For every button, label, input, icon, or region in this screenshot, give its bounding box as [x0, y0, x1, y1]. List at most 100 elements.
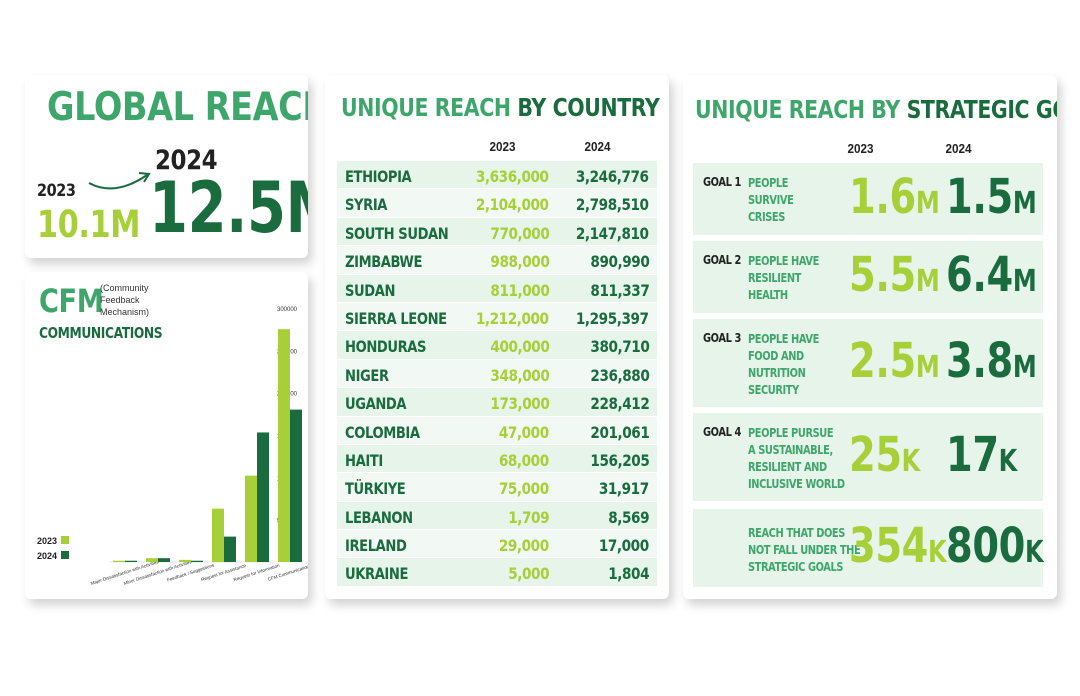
goal-description-line: STRATEGIC GOALS	[748, 560, 844, 574]
goal-value-2024: 800K	[946, 518, 1044, 574]
goal-value-2023-unit: M	[915, 264, 940, 299]
goal-label: GOAL 3	[703, 331, 741, 345]
country-value-2024: 156,205	[590, 450, 649, 470]
goal-title-part-a: UNIQUE REACH BY	[695, 95, 907, 124]
bar-2023	[245, 475, 257, 562]
table-row: LEBANON 1,709 8,569	[337, 501, 657, 531]
country-value-2024: 17,000	[599, 536, 649, 556]
global-reach-year-2024: 2024	[155, 145, 218, 176]
bar-2024	[158, 558, 170, 562]
cfm-subtitle: (Community Feedback Mechanism)	[100, 283, 150, 317]
strategic-goal-card: UNIQUE REACH BY STRATEGIC GOAL 2023 2024…	[683, 75, 1057, 599]
country-value-2024: 3,246,776	[576, 167, 649, 186]
goal-value-2023-unit: K	[901, 444, 921, 479]
goal-label: GOAL 1	[703, 175, 741, 189]
goal-value-2024-number: 800	[946, 518, 1025, 574]
goal-value-2023-number: 1.6	[849, 169, 916, 225]
goal-description: PEOPLE HAVE FOOD AND NUTRITION SECURITY	[748, 331, 819, 399]
legend-swatch	[61, 551, 69, 559]
goal-label: GOAL 2	[703, 253, 741, 267]
country-value-2024: 201,061	[590, 422, 649, 442]
bar-2023	[212, 508, 224, 562]
country-value-2024: 890,990	[590, 252, 649, 272]
country-card: UNIQUE REACH BY COUNTRY 2023 2024 ETHIOP…	[325, 75, 669, 599]
goal-value-2023-unit: M	[915, 186, 940, 221]
legend-label: 2024	[37, 551, 57, 561]
table-row: UKRAINE 5,000 1,804	[337, 558, 657, 587]
country-col-2023: 2023	[489, 139, 516, 154]
country-value-2023: 3,636,000	[476, 167, 549, 186]
country-name: UGANDA	[345, 394, 407, 414]
goal-value-2024-unit: M	[1012, 186, 1037, 221]
legend-label: 2023	[37, 536, 57, 546]
country-value-2023: 2,104,000	[476, 195, 549, 215]
goal-value-2023: 25K	[849, 427, 920, 483]
country-value-2023: 75,000	[499, 479, 549, 499]
global-reach-card: GLOBAL REACH 2023 10.1M 2024 12.5M	[25, 75, 308, 258]
country-title-part-b: BY COUNTRY	[517, 93, 660, 122]
country-name: TÜRKIYE	[345, 479, 406, 499]
country-value-2023: 47,000	[499, 422, 549, 442]
country-table: ETHIOPIA 3,636,000 3,246,776 SYRIA 2,104,000…	[337, 161, 657, 587]
goal-description: PEOPLE HAVE RESILIENT HEALTH	[748, 253, 819, 304]
country-value-2024: 8,569	[608, 507, 649, 527]
bar-2024	[257, 432, 269, 562]
cfm-title: CFM	[39, 282, 104, 320]
country-name: SOUTH SUDAN	[345, 223, 449, 243]
country-value-2023: 1,212,000	[476, 308, 549, 328]
goal-col-2023: 2023	[847, 141, 874, 156]
country-name: UKRAINE	[345, 564, 409, 584]
goal-value-2023-unit: M	[915, 350, 940, 385]
country-name: ZIMBABWE	[345, 252, 423, 272]
country-value-2023: 68,000	[499, 450, 549, 470]
global-reach-value-2024: 12.5M	[149, 167, 308, 249]
table-row: NIGER 348,000 236,880	[337, 359, 657, 389]
country-col-2024: 2024	[584, 139, 611, 154]
goal-description-line: A SUSTAINABLE,	[748, 443, 833, 457]
country-value-2024: 31,917	[599, 479, 649, 499]
bar-2024	[224, 536, 236, 562]
country-name: HONDURAS	[345, 337, 427, 357]
country-value-2024: 2,147,810	[576, 223, 649, 243]
table-row: IRELAND 29,000 17,000	[337, 530, 657, 559]
goal-block: GOAL 3 PEOPLE HAVE FOOD AND NUTRITION SECURI…	[693, 319, 1043, 407]
goal-description: PEOPLE PURSUE A SUSTAINABLE, RESILIENT AND…	[748, 425, 845, 493]
cfm-chart-card: CFM (Community Feedback Mechanism) COMMU…	[25, 272, 308, 599]
table-row: HONDURAS 400,000 380,710	[337, 331, 657, 360]
y-tick-label: 300000	[277, 307, 298, 313]
bar-2024	[290, 409, 302, 562]
goal-block: REACH THAT DOES NOT FALL UNDER THE STRATEG…	[693, 509, 1044, 587]
goal-title-part-b: STRATEGIC GOAL	[906, 95, 1057, 124]
cfm-bar-chart: 30000025000020000015000010000050000Major…	[37, 307, 308, 586]
country-value-2023: 770,000	[490, 223, 549, 243]
country-value-2024: 236,880	[590, 365, 649, 385]
goal-description-line: NUTRITION	[748, 366, 806, 380]
country-title-part-a: UNIQUE REACH	[341, 93, 518, 122]
goal-value-2024-unit: M	[1012, 350, 1037, 385]
cfm-heading: COMMUNICATIONS	[39, 324, 163, 342]
country-value-2023: 811,000	[490, 280, 549, 300]
goal-value-2024-unit: M	[1012, 264, 1037, 299]
goal-value-2023-unit: K	[927, 535, 947, 570]
country-value-2023: 1,709	[508, 507, 549, 527]
goal-value-2024: 6.4M	[946, 247, 1037, 303]
country-value-2023: 400,000	[490, 337, 549, 357]
global-reach-title: GLOBAL REACH	[47, 85, 308, 130]
bar-2024	[191, 560, 203, 562]
legend-swatch	[61, 536, 69, 544]
table-row: HAITI 68,000 156,205	[337, 444, 657, 474]
goal-value-2024: 17K	[946, 427, 1017, 483]
global-reach-year-2023: 2023	[37, 181, 76, 201]
country-value-2024: 2,798,510	[576, 195, 649, 215]
country-value-2023: 173,000	[490, 394, 549, 414]
country-value-2024: 1,295,397	[576, 308, 649, 328]
country-name: HAITI	[345, 450, 383, 470]
goal-value-2024-number: 6.4	[946, 247, 1013, 303]
goal-description-line: SURVIVE	[748, 193, 794, 207]
table-row: COLOMBIA 47,000 201,061	[337, 416, 657, 445]
country-value-2023: 5,000	[508, 564, 549, 584]
country-value-2023: 988,000	[490, 252, 549, 272]
bar-2024	[125, 560, 137, 562]
country-title: UNIQUE REACH BY COUNTRY	[341, 93, 660, 122]
bar-2023	[278, 329, 290, 562]
